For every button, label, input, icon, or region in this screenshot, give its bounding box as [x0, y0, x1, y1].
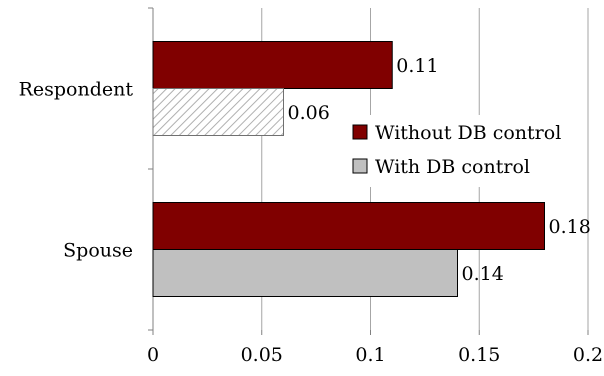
data-label: 0.06 — [288, 102, 330, 124]
labels: 0 0.05 0.1 0.15 0.2 Respondent 0.11 0.06 Spouse 0… — [19, 55, 604, 366]
legend-label: With DB control — [375, 156, 530, 178]
data-label: 0.11 — [396, 55, 438, 77]
bar — [152, 88, 284, 136]
category-label: Respondent — [19, 79, 134, 101]
x-tick-label: 0.2 — [573, 344, 603, 366]
legend-label: Without DB control — [375, 122, 561, 144]
x-tick-label: 0.1 — [355, 344, 385, 366]
bar — [152, 202, 545, 250]
category-label: Spouse — [63, 240, 133, 262]
legend: Without DB control With DB control — [345, 115, 585, 187]
x-tick-label: 0.05 — [241, 344, 283, 366]
bars — [152, 41, 545, 297]
x-tick-label: 0 — [147, 344, 159, 366]
bar — [152, 41, 393, 89]
legend-swatch — [352, 124, 368, 140]
legend-box — [345, 115, 585, 187]
data-label: 0.14 — [462, 263, 504, 285]
data-label: 0.18 — [549, 216, 591, 238]
legend-swatch — [352, 158, 368, 174]
bar — [152, 249, 458, 297]
x-tick-label: 0.15 — [458, 344, 500, 366]
